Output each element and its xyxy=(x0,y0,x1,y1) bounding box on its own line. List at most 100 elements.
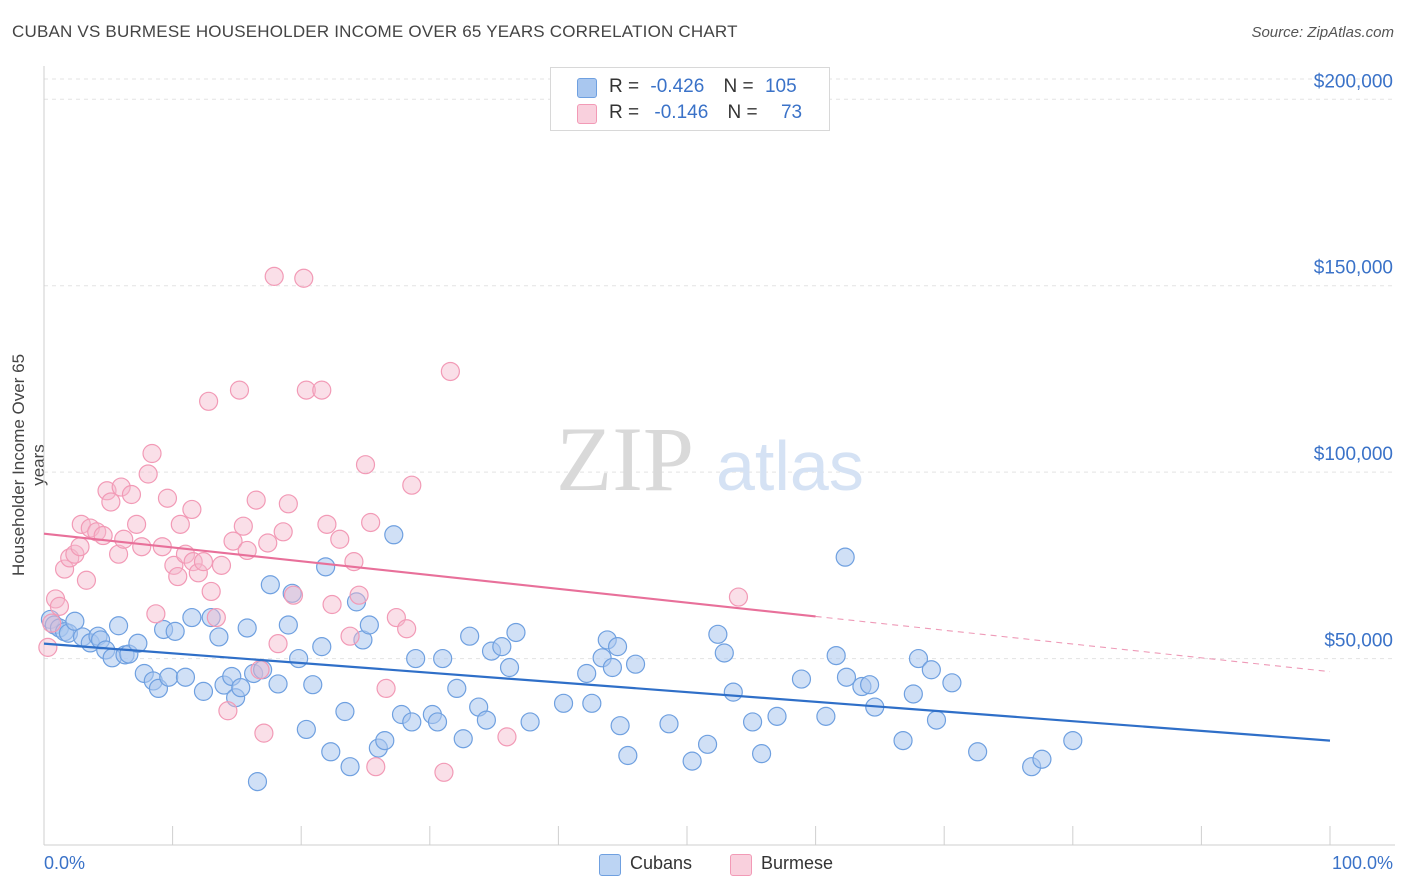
cubans-point xyxy=(682,751,702,771)
cubans-point xyxy=(520,712,540,732)
cubans-point xyxy=(231,678,251,698)
y-tick-label: $150,000 xyxy=(1314,258,1393,279)
cubans-point xyxy=(359,615,379,635)
burmese-point xyxy=(233,516,253,536)
cubans-point xyxy=(312,637,332,657)
cubans-point xyxy=(860,675,880,695)
cubans-point xyxy=(260,575,280,595)
legend-r-value: -0.426 xyxy=(650,76,705,97)
legend-swatch-cubans xyxy=(577,78,597,98)
cubans-point xyxy=(303,675,323,695)
burmese-point xyxy=(54,559,75,579)
burmese-point xyxy=(397,619,417,639)
burmese-point xyxy=(193,552,214,572)
cubans-point xyxy=(108,616,129,636)
axis-layer xyxy=(43,66,1395,846)
burmese-point xyxy=(250,660,270,680)
burmese-point xyxy=(168,566,188,587)
cubans-point xyxy=(942,673,962,693)
legend-n-value: 73 xyxy=(780,102,803,123)
burmese-point xyxy=(49,596,70,616)
burmese-point xyxy=(42,613,62,633)
burmese-point xyxy=(330,529,350,549)
cubans-point xyxy=(247,772,268,792)
cubans-point xyxy=(903,684,923,704)
burmese-point xyxy=(126,514,147,534)
cubans-point xyxy=(460,626,480,646)
cubans-point xyxy=(553,693,574,713)
cubans-point xyxy=(289,648,309,669)
source-label: Source: ZipAtlas.com xyxy=(1251,24,1394,41)
cubans-point xyxy=(65,611,85,631)
cubans-point xyxy=(128,633,148,653)
cubans-point xyxy=(968,742,988,762)
series-label-burmese: Burmese xyxy=(761,853,834,873)
series-legend: Cubans Burmese xyxy=(0,852,1406,878)
burmese-point xyxy=(728,587,749,607)
burmese-point xyxy=(258,533,278,553)
cubans-point xyxy=(791,669,812,689)
cubans-point xyxy=(237,618,257,638)
cubans-point xyxy=(751,744,772,764)
cubans-point xyxy=(340,757,360,777)
cubans-point xyxy=(1063,730,1083,751)
legend-swatch-burmese xyxy=(577,104,597,124)
cubans-point xyxy=(625,654,646,674)
cubans-point xyxy=(402,712,422,732)
series-swatch-burmese xyxy=(730,854,752,876)
cubans-point xyxy=(835,547,855,567)
burmese-point xyxy=(114,529,134,549)
burmese-point xyxy=(440,361,460,382)
burmese-point xyxy=(93,525,113,546)
points-layer xyxy=(38,266,1083,792)
burmese-point xyxy=(111,477,131,497)
burmese-point xyxy=(199,391,219,411)
y-tick-label: $50,000 xyxy=(1324,631,1393,652)
burmese-point xyxy=(142,443,162,464)
cubans-point xyxy=(278,615,298,635)
cubans-point xyxy=(816,706,836,726)
cubans-point xyxy=(926,710,947,730)
series-swatch-cubans xyxy=(599,854,621,876)
burmese-point xyxy=(355,455,376,475)
burmese-point xyxy=(322,594,342,615)
burmese-point xyxy=(317,514,337,534)
cubans-point xyxy=(335,701,355,722)
cubans-trend-line xyxy=(43,642,1331,742)
x-tick-label-min: 0.0% xyxy=(44,853,85,873)
burmese-point xyxy=(38,637,58,657)
cubans-point xyxy=(453,729,473,749)
cubans-point xyxy=(921,660,941,680)
burmese-point xyxy=(138,464,158,484)
cubans-point xyxy=(201,607,221,628)
burmese-point xyxy=(273,522,293,542)
cubans-point xyxy=(406,648,426,669)
watermark-zip: ZIP xyxy=(556,408,694,510)
burmese-trend-line xyxy=(43,532,816,618)
cubans-point xyxy=(375,730,395,751)
legend-r-label: R = xyxy=(609,76,640,97)
cubans-point xyxy=(159,667,179,687)
watermark: ZIP atlas xyxy=(556,408,864,510)
burmese-point xyxy=(121,484,142,505)
burmese-point xyxy=(254,723,274,743)
burmese-point xyxy=(206,607,226,628)
cubans-point xyxy=(321,742,341,762)
cubans-point xyxy=(384,525,404,545)
burmese-point xyxy=(223,531,243,551)
burmese-point xyxy=(70,537,90,557)
burmese-point xyxy=(132,537,152,557)
cubans-point xyxy=(602,657,623,678)
cubans-point xyxy=(893,730,913,751)
burmese-point xyxy=(361,512,381,533)
burmese-point xyxy=(497,727,517,747)
cubans-point xyxy=(296,719,316,740)
cubans-point xyxy=(182,607,202,628)
tick-label-layer: $50,000 $100,000 $150,000 $200,000 0.0% 100.0… xyxy=(44,71,1393,873)
y-tick-label: $200,000 xyxy=(1314,71,1393,92)
chart-title: CUBAN VS BURMESE HOUSEHOLDER INCOME OVER… xyxy=(12,22,738,41)
cubans-point xyxy=(492,637,512,657)
burmese-point xyxy=(366,757,386,777)
cubans-point xyxy=(447,678,467,699)
